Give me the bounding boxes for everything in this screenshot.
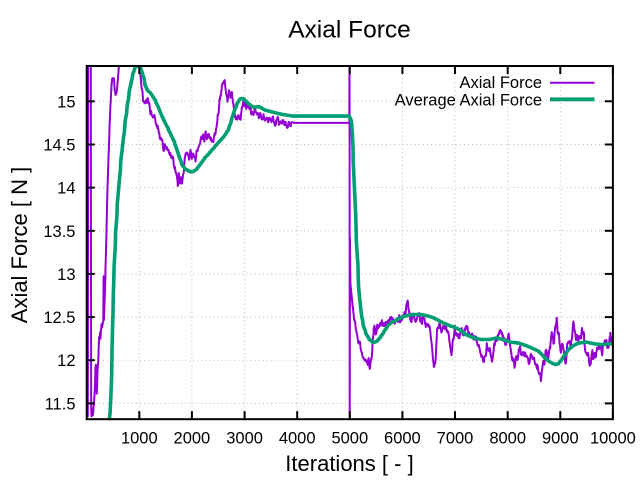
svg-text:14.5: 14.5 — [43, 137, 75, 155]
svg-text:1000: 1000 — [121, 429, 158, 447]
svg-text:Axial Force: Axial Force — [288, 17, 411, 44]
svg-text:14: 14 — [57, 180, 75, 198]
svg-text:2000: 2000 — [174, 429, 211, 447]
svg-text:Average Axial Force: Average Axial Force — [395, 91, 542, 109]
svg-text:7000: 7000 — [437, 429, 474, 447]
svg-text:10000: 10000 — [590, 429, 636, 447]
svg-text:12.5: 12.5 — [43, 309, 75, 327]
svg-text:11.5: 11.5 — [45, 395, 76, 413]
svg-text:Axial Force [ N ]: Axial Force [ N ] — [7, 167, 32, 323]
svg-text:12: 12 — [57, 352, 75, 370]
svg-text:15: 15 — [57, 93, 75, 111]
svg-text:13.5: 13.5 — [43, 223, 75, 241]
svg-text:4000: 4000 — [279, 429, 316, 447]
svg-text:8000: 8000 — [489, 429, 526, 447]
svg-text:Axial Force: Axial Force — [459, 74, 542, 92]
svg-text:Iterations [ - ]: Iterations [ - ] — [285, 451, 413, 476]
svg-text:6000: 6000 — [384, 429, 421, 447]
svg-text:13: 13 — [57, 266, 75, 284]
svg-text:9000: 9000 — [542, 429, 579, 447]
svg-text:5000: 5000 — [331, 429, 368, 447]
svg-text:3000: 3000 — [226, 429, 263, 447]
